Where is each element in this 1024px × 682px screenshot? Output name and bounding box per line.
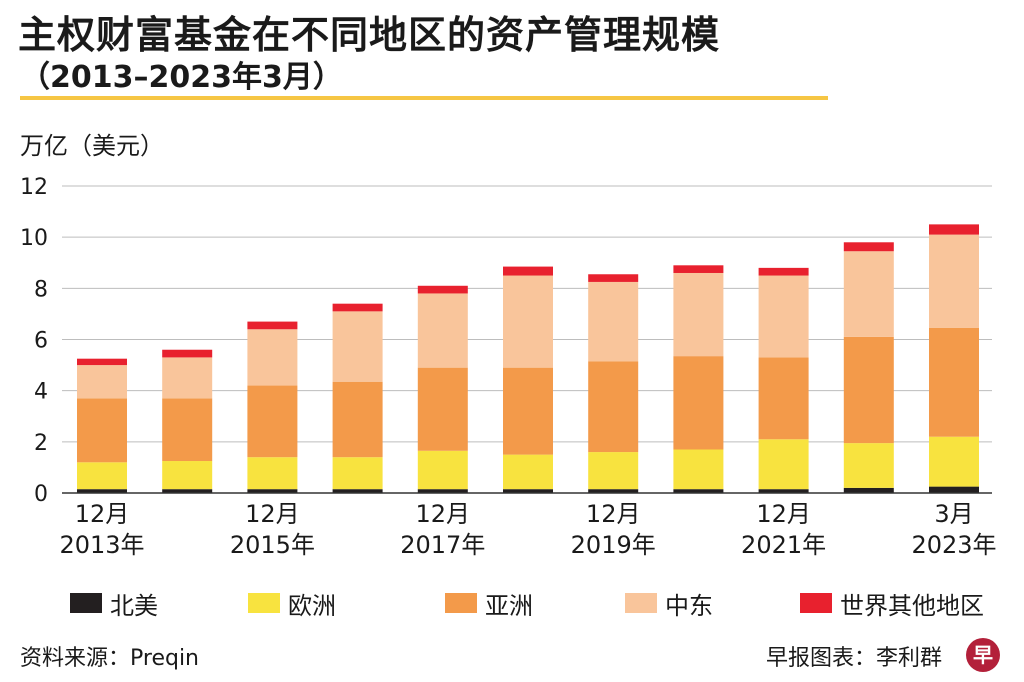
legend-item: 中东 [625,585,713,621]
bar-segment-3 [588,281,639,362]
bar-segment-1 [758,439,809,490]
zaobao-logo-icon: 早 [966,638,1000,672]
bar-segment-4 [758,267,809,276]
chart-legend: 北美 欧洲 亚洲 中东 世界其他地区 [70,585,1020,621]
bar-segment-2 [77,398,127,463]
bar-segment-0 [503,489,553,493]
bar-segment-4 [417,285,468,294]
y-tick-label: 0 [34,482,48,507]
bar-segment-1 [673,449,724,490]
x-tick-label-year: 2013年 [59,531,144,559]
bar-segment-4 [332,303,383,312]
bar-segment-3 [503,275,553,368]
bar-segment-3 [673,272,724,357]
bar-segment-2 [673,356,724,450]
bar-segment-0 [417,489,468,493]
legend-label: 欧洲 [288,591,336,620]
bar-segment-2 [417,367,468,451]
bar-segment-1 [332,457,383,490]
bar-segment-2 [929,327,979,437]
bar-segment-1 [162,461,213,490]
legend-item: 世界其他地区 [800,585,984,621]
bar-segment-4 [673,265,724,273]
bar-segment-2 [843,336,894,444]
x-tick-label-month: 3月 [934,500,973,528]
legend-swatch [70,593,102,613]
bar-segment-2 [162,398,213,462]
bar-segment-2 [588,361,639,453]
y-tick-label: 10 [20,226,48,251]
bar-segment-0 [758,489,809,493]
y-axis-unit-label: 万亿（美元） [20,132,164,160]
bar-segment-0 [673,489,724,493]
bar-segment-2 [503,367,553,455]
x-tick-label-month: 12月 [416,500,471,528]
y-tick-label: 4 [34,380,48,405]
bar-segment-3 [247,329,298,386]
x-tick-label-year: 2015年 [230,531,315,559]
bar-segment-3 [929,234,979,328]
bar-segment-4 [929,224,979,235]
bar-segment-0 [77,489,127,493]
source-note: 资料来源：Preqin [20,646,199,671]
bar-segment-3 [77,365,127,399]
legend-swatch [625,593,657,613]
x-tick-label-year: 2023年 [911,531,996,559]
bar-segment-0 [162,489,213,493]
legend-swatch [800,593,832,613]
bar-segment-2 [758,357,809,440]
legend-label: 中东 [665,591,713,620]
legend-item: 北美 [70,585,158,621]
x-tick-label-month: 12月 [586,500,641,528]
bar-segment-0 [588,489,639,493]
x-tick-label-month: 12月 [756,500,811,528]
x-tick-label-year: 2017年 [400,531,485,559]
bar-segment-2 [332,381,383,458]
bar-segment-3 [758,275,809,358]
bar-segment-3 [843,251,894,337]
stacked-bar-chart: 0 2 4 6 8 10 12 12月 2013年 12月 2015年 12月 2017年 12月 2019… [20,175,997,559]
bar-segment-0 [843,487,894,493]
bar-segment-1 [843,443,894,488]
bar-segment-0 [247,489,298,493]
y-tick-label: 12 [20,175,48,200]
bar-segment-1 [417,450,468,490]
bar-segment-3 [417,293,468,368]
bar-segment-4 [247,321,298,330]
bar-segment-4 [503,266,553,276]
legend-swatch [248,593,280,613]
chart-credit: 早报图表：李利群 [765,646,942,671]
bar-segment-4 [162,349,213,358]
chart-title: 主权财富基金在不同地区的资产管理规模 [18,13,721,57]
bar-segment-4 [77,358,127,366]
y-tick-label: 2 [34,431,48,456]
y-tick-label: 8 [34,277,48,302]
bar-segment-1 [77,462,127,490]
x-tick-label-month: 12月 [245,500,300,528]
x-tick-label-year: 2021年 [741,531,826,559]
bar-segment-3 [332,311,383,382]
x-tick-label-year: 2019年 [571,531,656,559]
bar-segment-4 [588,274,639,282]
bar-segment-4 [843,242,894,252]
title-underline [20,96,828,100]
bar-segment-3 [162,357,213,399]
x-tick-label-month: 12月 [75,500,130,528]
y-tick-label: 6 [34,329,48,354]
bar-segment-1 [588,452,639,490]
bar-segment-1 [503,454,553,490]
bar-segment-0 [929,486,979,493]
legend-label: 世界其他地区 [840,591,984,620]
legend-label: 北美 [110,591,158,620]
svg-text:早: 早 [973,643,993,667]
legend-swatch [445,593,477,613]
bar-segment-1 [929,436,979,487]
legend-label: 亚洲 [485,591,533,620]
legend-item: 亚洲 [445,585,533,621]
bar-segment-0 [332,489,383,493]
bar-segment-2 [247,385,298,458]
legend-item: 欧洲 [248,585,336,621]
bar-segment-1 [247,457,298,490]
chart-subtitle: （2013–2023年3月） [20,60,343,95]
